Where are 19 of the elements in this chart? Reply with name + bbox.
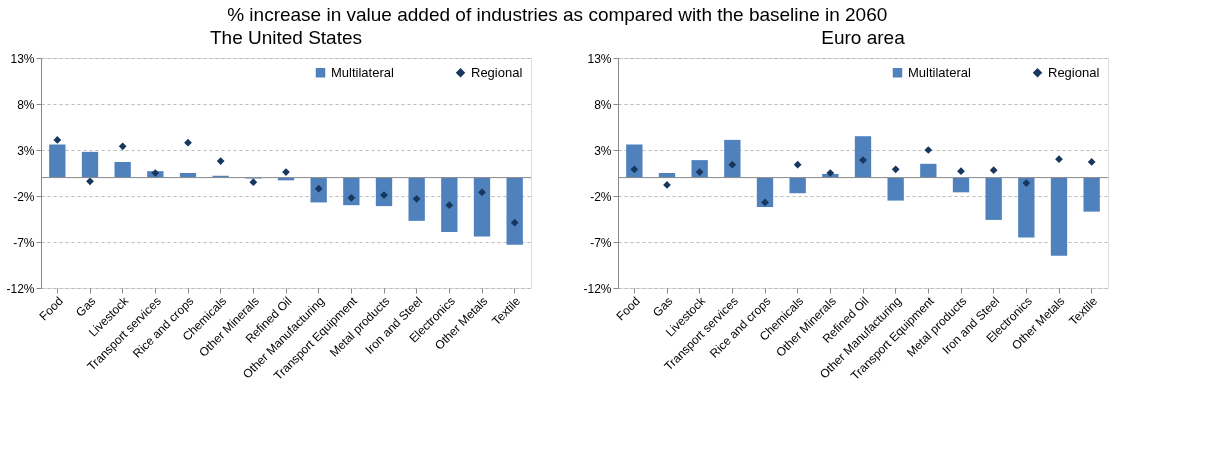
- chart-title: The United States: [209, 27, 363, 48]
- legend-label: Multilateral: [908, 64, 971, 80]
- y-tick-label: -7%: [13, 235, 35, 250]
- y-tick-label: 8%: [17, 97, 35, 112]
- y-tick-label: -7%: [590, 235, 612, 250]
- y-tick-label: 8%: [594, 97, 612, 112]
- y-tick-label: -12%: [583, 281, 612, 296]
- y-tick-label: -2%: [13, 189, 35, 204]
- y-tick-label: -2%: [590, 189, 612, 204]
- y-tick-label: 13%: [10, 51, 35, 66]
- legend-label: Regional: [471, 64, 523, 80]
- y-tick-label: 3%: [594, 143, 612, 158]
- chart-title: Euro area: [821, 27, 906, 48]
- legend-label: Multilateral: [331, 64, 394, 80]
- legend-label: Regional: [1048, 64, 1100, 80]
- y-tick-label: -12%: [6, 281, 35, 296]
- text: % increase in value added of industries as compared with the baseline in 2060: [227, 3, 888, 25]
- y-tick-label: 3%: [17, 143, 35, 158]
- y-tick-label: 13%: [587, 51, 612, 66]
